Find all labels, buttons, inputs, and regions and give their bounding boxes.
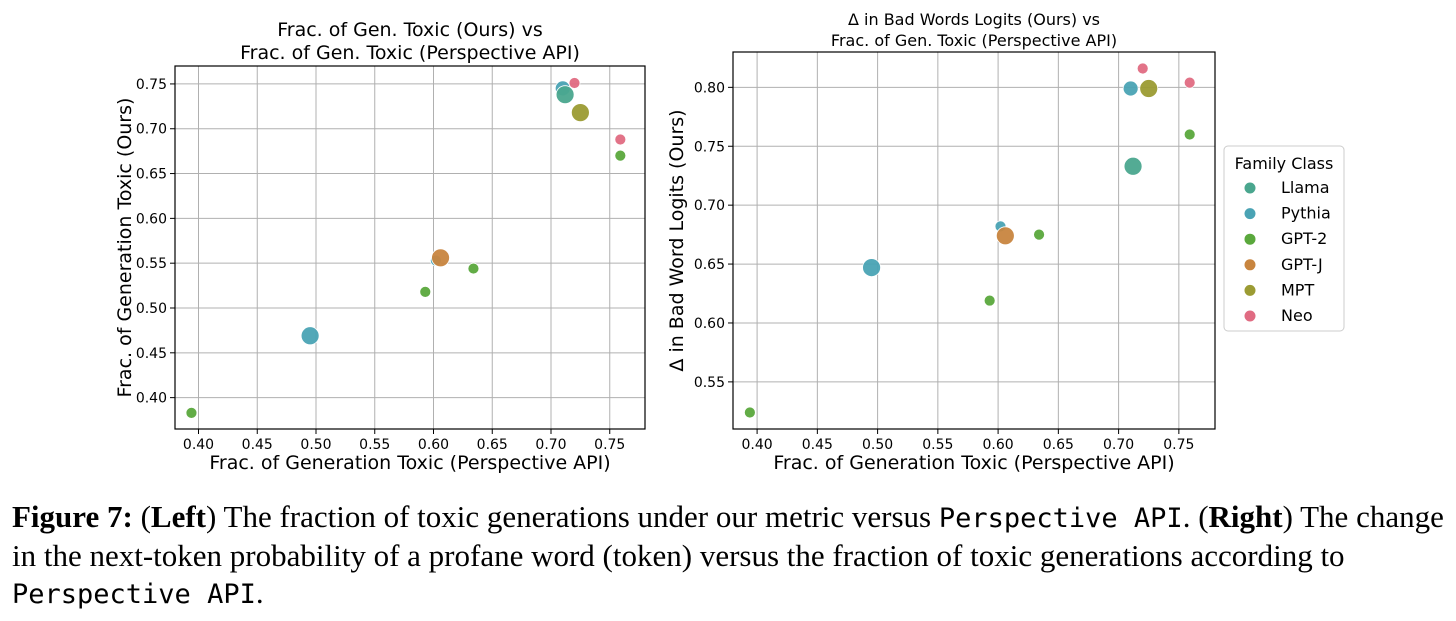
left-tick-label-y: 0.55 [136,256,167,272]
figure-charts: 0.40 0.45 0.50 0.55 0.60 0.65 0.70 0.75 0.40 0.45… [114,10,1345,474]
left-tick-label-y: 0.70 [136,122,167,138]
left-tick-label-x: 0.45 [242,437,273,453]
caption-left-word: Left [150,499,206,534]
left-point-pythia [300,326,320,346]
right-chart-title: Δ in Bad Words Logits (Ours) vs [848,10,1100,29]
right-point-pythia [862,258,881,277]
caption-api-1: Perspective API [938,503,1183,534]
legend-label-gpt-j: GPT-J [1281,255,1323,274]
legend-box [1223,145,1345,332]
right-chart-title: Frac. of Gen. Toxic (Perspective API) [831,31,1117,50]
legend-marker-mpt [1244,284,1256,296]
legend-marker-pythia [1244,208,1256,220]
right-tick-label-y: 0.70 [694,198,725,214]
caption-label: Figure 7: [12,499,133,534]
figure-caption: Figure 7: (Left) The fraction of toxic g… [12,498,1452,613]
left-point-neo [568,77,581,89]
left-tick-label-x: 0.75 [594,437,625,453]
left-tick-label-x: 0.50 [300,437,331,453]
legend-marker-llama [1244,182,1256,194]
left-point-gpt-2 [467,262,480,275]
right-tick-label-x: 0.60 [983,437,1014,453]
right-tick-label-x: 0.70 [1103,437,1134,453]
left-tick-label-y: 0.50 [136,301,167,317]
legend-label-pythia: Pythia [1281,204,1331,223]
left-tick-label-x: 0.60 [418,437,449,453]
left-point-gpt-2 [419,285,432,298]
right-point-gpt-2 [1033,228,1045,241]
caption-text-4: ) The change in the next-token probabili… [12,499,1444,573]
right-tick-label-x: 0.50 [862,437,893,453]
legend-marker-gpt-2 [1244,233,1256,245]
left-x-axis-label: Frac. of Generation Toxic (Perspective A… [209,452,610,474]
left-point-gpt-2 [614,149,627,162]
caption-right-word: Right [1208,499,1283,534]
left-tick-label-x: 0.65 [477,437,508,453]
right-tick-label-y: 0.75 [694,139,725,155]
left-tick-label-y: 0.40 [136,391,167,407]
right-tick-label-x: 0.75 [1163,437,1194,453]
legend-title: Family Class [1235,154,1334,173]
left-point-gpt-j [431,248,450,268]
right-x-axis-label: Frac. of Generation Toxic (Perspective A… [773,452,1174,474]
legend-label-gpt-2: GPT-2 [1281,229,1327,248]
legend-label-neo: Neo [1281,306,1313,325]
left-tick-label-x: 0.40 [183,437,214,453]
left-chart-title: Frac. of Gen. Toxic (Perspective API) [240,42,580,64]
right-point-mpt [1139,79,1159,98]
legend-marker-neo [1244,310,1256,322]
left-tick-label-y: 0.45 [136,346,167,362]
left-tick-label-y: 0.65 [136,167,167,183]
right-tick-label-y: 0.80 [694,80,725,96]
right-tick-label-x: 0.65 [1043,437,1074,453]
caption-api-2: Perspective API [12,579,256,610]
left-tick-label-y: 0.60 [136,211,167,227]
caption-text-1: ( [132,499,151,534]
right-plot-frame [732,51,1216,430]
right-point-gpt-j [995,226,1015,246]
left-point-llama [555,85,575,105]
caption-text-5: . [255,575,264,610]
caption-text-2: ) The fraction of toxic generations unde… [206,499,939,534]
right-point-llama [1123,156,1143,176]
right-tick-label-x: 0.45 [802,437,833,453]
left-y-axis-label: Frac. of Generation Toxic (Ours) [114,98,136,398]
left-tick-label-x: 0.55 [359,437,390,453]
right-tick-label-y: 0.65 [694,257,725,273]
right-y-axis-label: Δ in Bad Word Logits (Ours) [666,109,688,371]
left-tick-label-y: 0.75 [136,77,167,93]
caption-text-3: . ( [1182,499,1209,534]
right-tick-label-y: 0.55 [694,375,725,391]
right-point-gpt-2 [743,406,756,419]
left-point-gpt-2 [185,406,198,419]
right-tick-label-y: 0.60 [694,316,725,332]
legend-marker-gpt-j [1244,259,1256,271]
left-plot-frame [174,65,646,430]
left-chart-title: Frac. of Gen. Toxic (Ours) vs [277,19,543,41]
right-point-neo [1136,62,1149,75]
right-point-gpt-2 [1183,128,1196,141]
left-point-neo [614,133,627,146]
right-point-neo [1183,76,1196,89]
left-point-mpt [570,103,590,123]
right-point-gpt-2 [983,294,996,307]
right-tick-label-x: 0.40 [742,437,773,453]
right-tick-label-x: 0.55 [922,437,953,453]
legend-label-mpt: MPT [1281,280,1314,299]
right-point-pythia [1122,80,1139,97]
left-tick-label-x: 0.70 [535,437,566,453]
legend-label-llama: Llama [1281,178,1330,197]
